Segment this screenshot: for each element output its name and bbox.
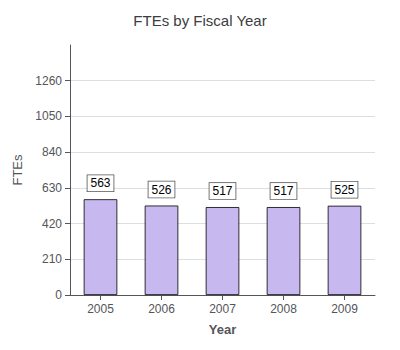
svg-text:FTEs by Fiscal Year: FTEs by Fiscal Year bbox=[133, 12, 266, 29]
svg-text:517: 517 bbox=[273, 184, 293, 198]
svg-text:2005: 2005 bbox=[87, 302, 114, 316]
svg-text:630: 630 bbox=[42, 181, 62, 195]
svg-text:525: 525 bbox=[334, 183, 354, 197]
svg-text:420: 420 bbox=[42, 217, 62, 231]
svg-text:2009: 2009 bbox=[331, 302, 358, 316]
svg-text:0: 0 bbox=[55, 288, 62, 302]
svg-text:526: 526 bbox=[151, 183, 171, 197]
svg-text:2007: 2007 bbox=[209, 302, 236, 316]
svg-text:FTEs: FTEs bbox=[10, 154, 25, 186]
svg-text:517: 517 bbox=[212, 184, 232, 198]
svg-text:1050: 1050 bbox=[35, 109, 62, 123]
svg-text:2006: 2006 bbox=[148, 302, 175, 316]
svg-text:2008: 2008 bbox=[270, 302, 297, 316]
svg-text:1260: 1260 bbox=[35, 74, 62, 88]
svg-text:Year: Year bbox=[209, 322, 236, 337]
svg-text:563: 563 bbox=[90, 176, 110, 190]
svg-text:840: 840 bbox=[42, 145, 62, 159]
svg-text:210: 210 bbox=[42, 252, 62, 266]
